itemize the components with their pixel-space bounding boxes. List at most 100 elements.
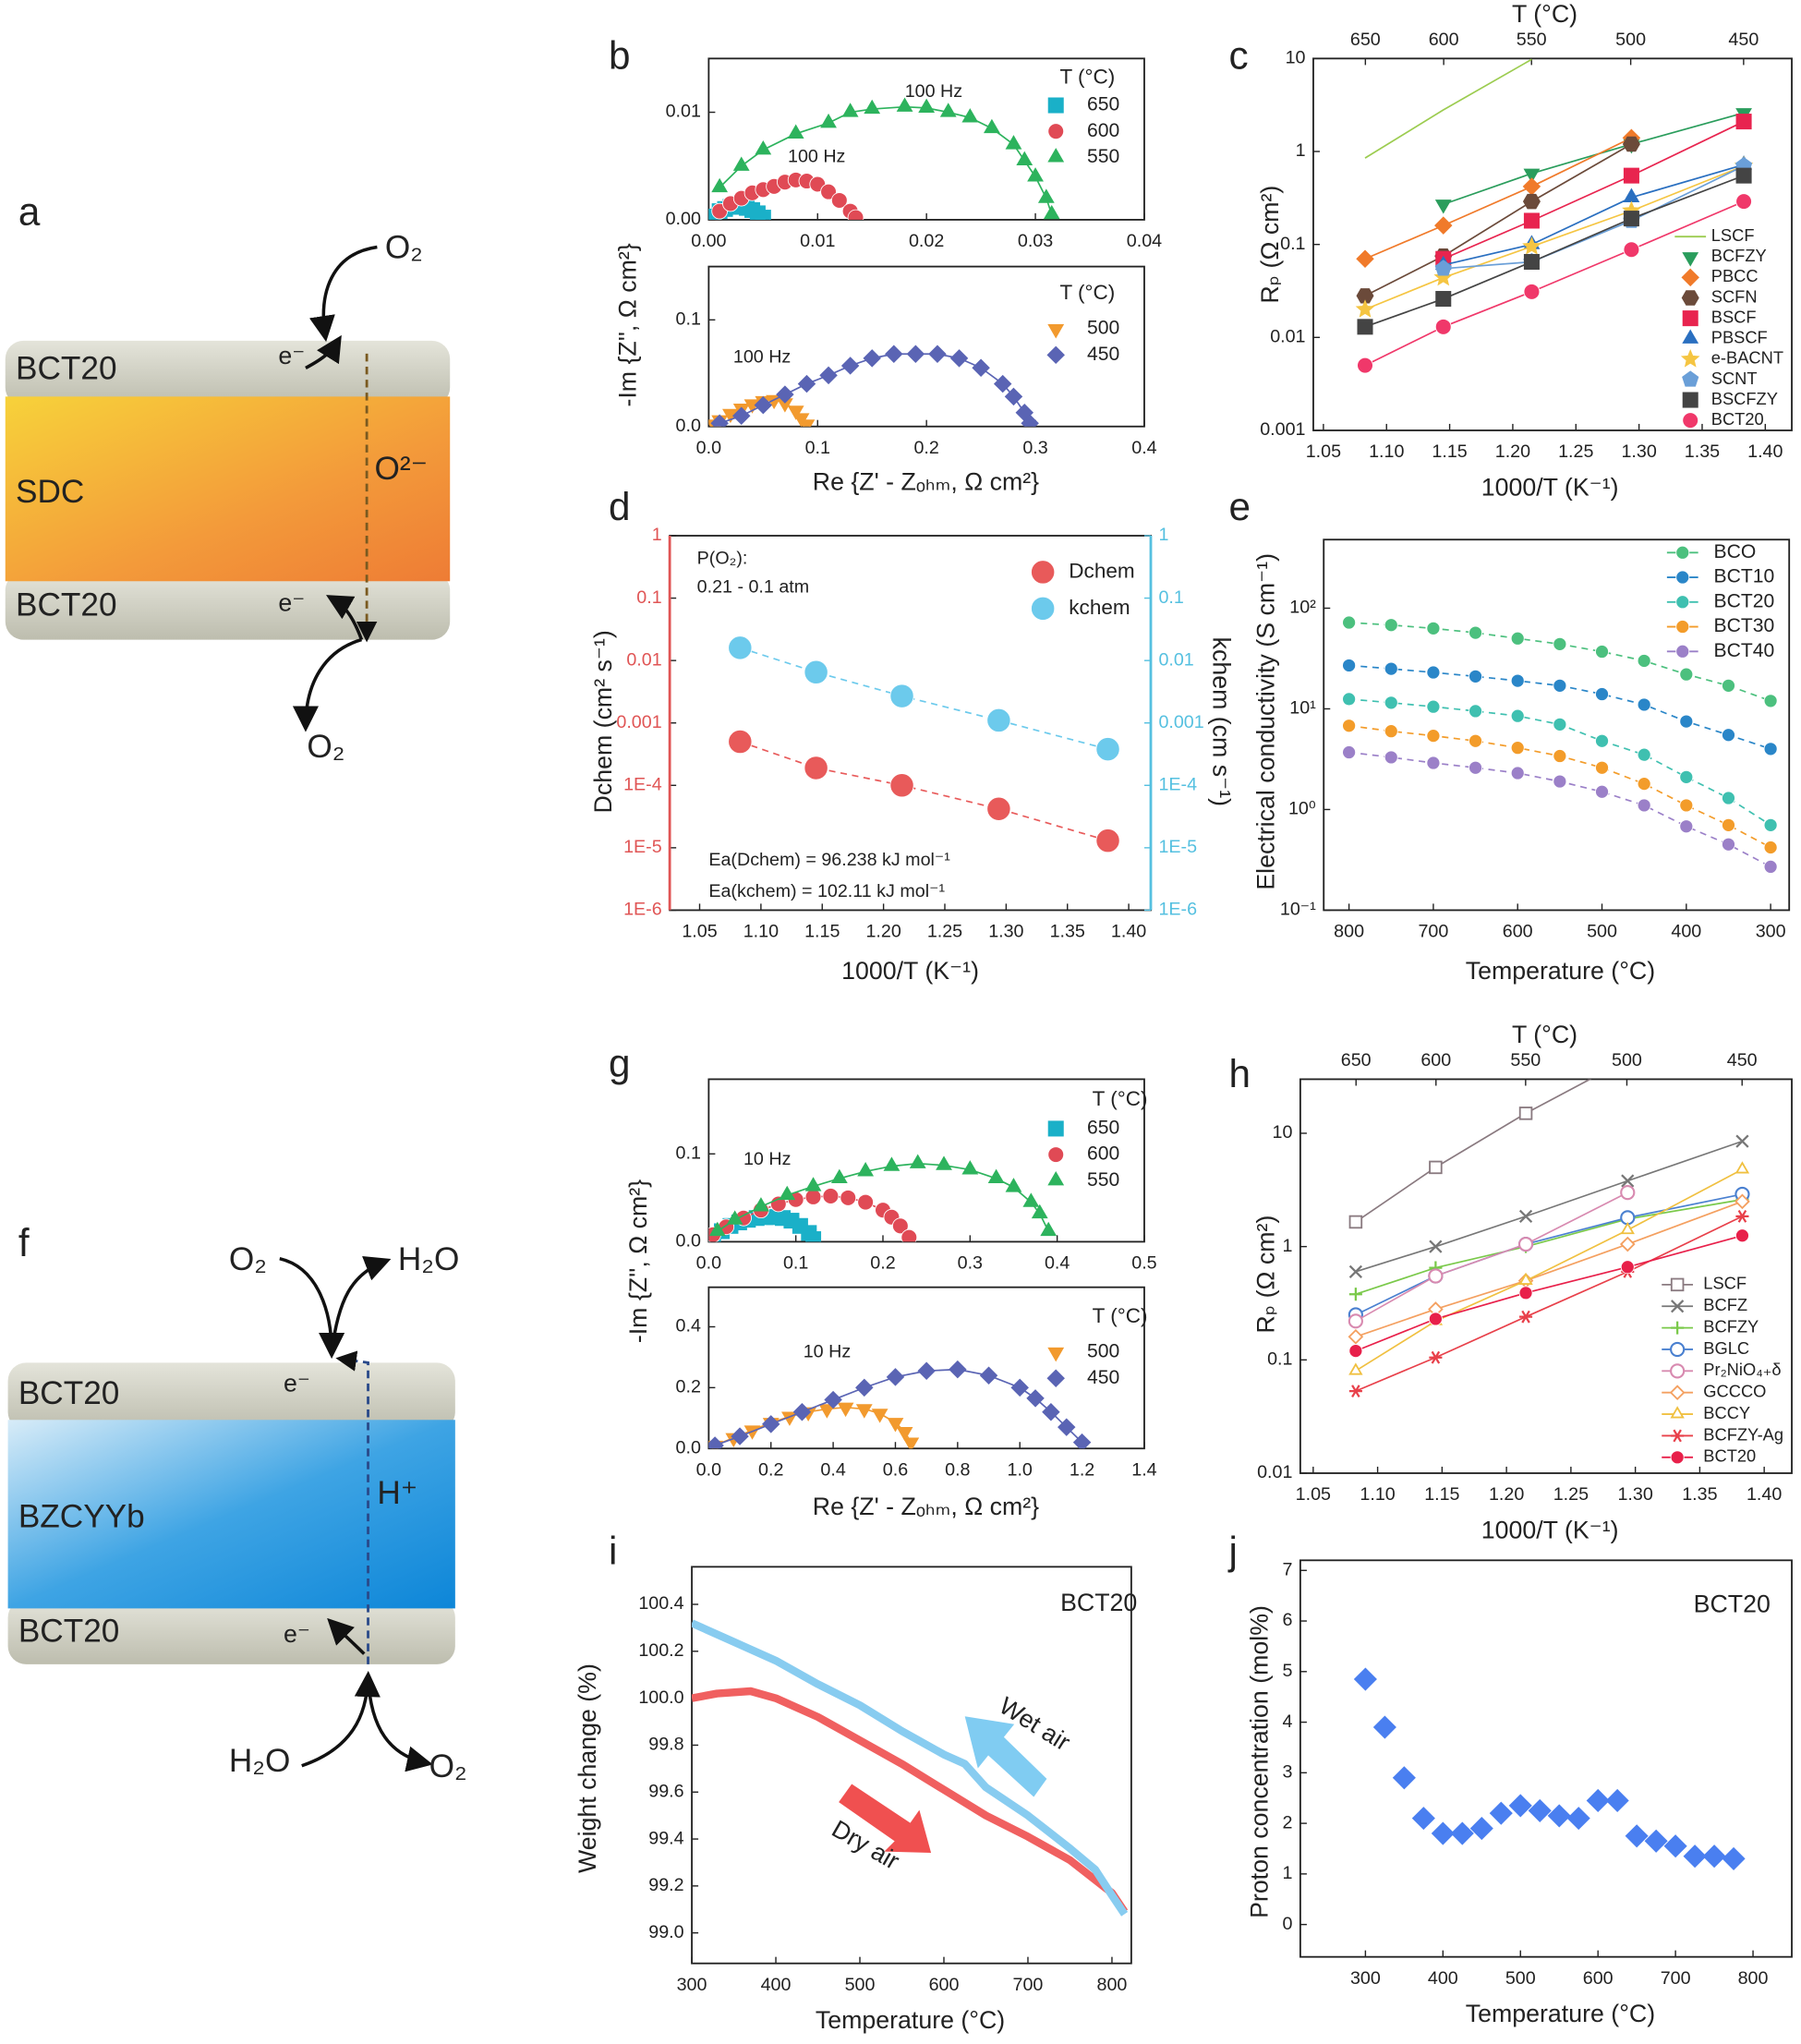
series-line xyxy=(692,1687,1129,1915)
data-point xyxy=(1518,1286,1533,1300)
data-point xyxy=(755,210,771,220)
series-line xyxy=(1364,58,1532,159)
y-tick-label: 10⁰ xyxy=(1288,799,1316,819)
data-point xyxy=(987,1168,1005,1184)
data-point xyxy=(1348,1362,1363,1375)
data-point xyxy=(728,635,753,660)
legend-marker xyxy=(1675,620,1690,635)
data-point xyxy=(1763,742,1778,756)
legend-label: BCCY xyxy=(1703,1403,1750,1422)
y-tick-label: 100.2 xyxy=(638,1640,683,1661)
data-point xyxy=(1434,318,1452,335)
y-tick-label: 0.0 xyxy=(676,1231,701,1252)
data-point xyxy=(1508,1794,1532,1818)
data-point xyxy=(993,374,1012,393)
data-point xyxy=(939,103,957,117)
legend-marker xyxy=(1047,1347,1065,1362)
plot-area xyxy=(708,97,1060,220)
x-tick-label: 0.1 xyxy=(805,438,830,458)
data-point xyxy=(1357,319,1373,335)
y-tick-label: 0.1 xyxy=(1267,1349,1292,1370)
data-point xyxy=(891,1217,909,1235)
data-point xyxy=(1522,236,1541,255)
data-point xyxy=(983,118,1000,134)
arrow xyxy=(327,1617,366,1655)
legend-label: BCT10 xyxy=(1714,566,1775,587)
data-point xyxy=(1619,1236,1636,1252)
data-point xyxy=(979,1366,998,1385)
series-line xyxy=(1355,1193,1743,1316)
y-tick-label: 0.1 xyxy=(676,1143,701,1163)
label: BCT20 xyxy=(16,351,117,387)
data-point xyxy=(961,1160,979,1175)
legend-label: BCT20 xyxy=(1711,409,1764,429)
data-point xyxy=(1637,697,1651,712)
data-point xyxy=(1553,749,1567,763)
y-tick-label: 0.01 xyxy=(626,649,661,670)
legend-marker xyxy=(1669,1385,1686,1401)
x-tick-label: 0.4 xyxy=(820,1459,845,1480)
data-point xyxy=(818,1404,836,1419)
data-point xyxy=(1722,791,1735,805)
data-point xyxy=(1469,669,1483,683)
legend-label: 550 xyxy=(1087,1169,1119,1191)
data-point xyxy=(819,366,838,385)
data-point xyxy=(1663,1834,1687,1858)
series-line xyxy=(1355,1079,1592,1223)
data-point xyxy=(728,729,753,755)
x-tick-label: 1.2 xyxy=(1070,1459,1094,1480)
series-label: BCT20 xyxy=(1694,1590,1771,1618)
data-point xyxy=(1392,1766,1416,1790)
legend-label: BSCFZY xyxy=(1711,389,1778,408)
data-point xyxy=(1528,1798,1552,1822)
data-point xyxy=(1353,1667,1377,1691)
data-point xyxy=(1095,828,1120,853)
data-point xyxy=(1523,283,1541,300)
data-point xyxy=(1605,1788,1629,1813)
x-tick-label: 500 xyxy=(845,1975,876,1995)
legend-marker xyxy=(1670,1341,1686,1358)
legend-title: T (°C) xyxy=(1093,1087,1148,1110)
legend-label: BCT30 xyxy=(1714,615,1775,636)
x-tick-label: 1.35 xyxy=(1685,441,1720,462)
data-point xyxy=(1040,1221,1058,1237)
data-point xyxy=(1644,1829,1668,1853)
data-point xyxy=(1342,658,1357,672)
data-point xyxy=(902,1437,920,1449)
diagram-f: f O₂ H₂O BCT20 e⁻ BZCYYb H⁺ BCT20 e⁻ H₂O… xyxy=(7,1221,467,1784)
data-point xyxy=(708,1436,724,1449)
data-point xyxy=(708,1221,726,1237)
series-line xyxy=(1443,163,1745,266)
data-point xyxy=(1384,618,1398,633)
data-point xyxy=(1637,798,1651,813)
label: e⁻ xyxy=(284,1369,310,1397)
series-line xyxy=(1364,164,1745,310)
plot-area xyxy=(1353,1667,1746,1870)
data-point xyxy=(820,113,837,128)
data-point xyxy=(1342,692,1357,707)
x-axis-label: Re {Z' - Zₒₕₘ, Ω cm²} xyxy=(813,1493,1039,1520)
legend-marker xyxy=(1047,1146,1065,1163)
data-point xyxy=(1523,168,1541,184)
y2-tick-label: 0.01 xyxy=(1158,649,1193,670)
label: H⁺ xyxy=(377,1475,417,1511)
plot-frame xyxy=(1299,1559,1793,1958)
legend-marker xyxy=(1670,1406,1685,1419)
data-point xyxy=(1518,1107,1533,1120)
data-point xyxy=(830,1168,848,1184)
y-axis-label: Rₚ (Ω cm²) xyxy=(1252,1216,1280,1334)
x-tick-label: 500 xyxy=(1505,1968,1536,1989)
chart: 800 700 600 500 400 300 10⁻¹ 10⁰ 10¹ 10² e Temperat… xyxy=(1228,485,1791,985)
data-point xyxy=(1433,267,1454,286)
label: BCT20 xyxy=(16,587,117,623)
x-axis-label: 1000/T (K⁻¹) xyxy=(1481,473,1619,501)
data-point xyxy=(1469,704,1483,719)
label: e⁻ xyxy=(278,342,305,369)
x-tick-label: 0.2 xyxy=(913,438,938,458)
data-point xyxy=(857,1162,875,1177)
x-tick-label: 400 xyxy=(1671,922,1701,942)
series-line xyxy=(1443,164,1745,270)
x-tick-label: 700 xyxy=(1013,1975,1044,1995)
y2-tick-label: 1E-6 xyxy=(1158,900,1197,920)
chart: 1.05 1.10 1.15 1.20 1.25 1.30 1.35 1.40 0.001 0.0… xyxy=(1228,0,1793,501)
